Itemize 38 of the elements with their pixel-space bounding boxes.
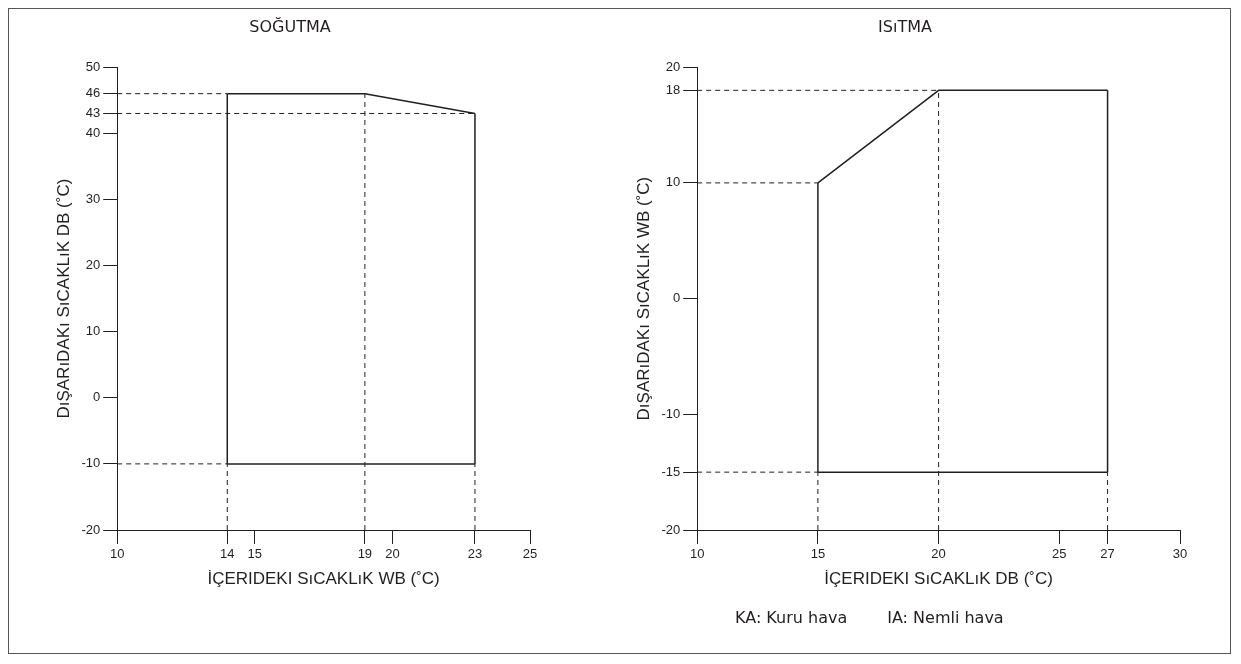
x-tick-label: 27 xyxy=(1100,546,1115,562)
y-tick-label: 20 xyxy=(85,257,101,273)
x-tick-label: 30 xyxy=(1172,546,1188,562)
x-tick-label: 25 xyxy=(522,546,538,562)
y-tick-label: -10 xyxy=(81,455,101,471)
y-tick-label: 50 xyxy=(85,58,101,74)
y-tick-label: 0 xyxy=(92,389,101,405)
y-tick-label: -20 xyxy=(661,521,681,537)
y-tick-label: 20 xyxy=(665,58,681,74)
y-tick-label: 18 xyxy=(665,81,681,97)
y-tick-label: 46 xyxy=(85,85,101,101)
y-axis-title: DıŞARıDAKı SıCAKLıK DB (˚C) xyxy=(53,178,73,419)
x-tick-label: 15 xyxy=(810,546,826,562)
y-tick-label: -15 xyxy=(661,463,681,479)
x-axis-title: İÇERIDEKI SıCAKLıK WB (˚C) xyxy=(207,569,440,589)
y-tick-label: -20 xyxy=(81,521,101,537)
chart-title: SOĞUTMA xyxy=(249,16,331,36)
x-tick-label: 20 xyxy=(385,546,400,562)
x-tick-label: 10 xyxy=(689,546,705,562)
x-tick-label: 15 xyxy=(247,546,263,562)
x-tick-label: 20 xyxy=(931,546,946,562)
x-axis-title: İÇERIDEKI SıCAKLıK DB (˚C) xyxy=(824,569,1053,589)
y-axis-title: DıŞARıDAKı SıCAKLıK WB (˚C) xyxy=(633,176,653,421)
y-tick-label: 43 xyxy=(85,105,101,121)
y-tick-label: 40 xyxy=(85,124,101,140)
y-tick-label: 10 xyxy=(85,323,101,339)
x-tick-label: 23 xyxy=(467,546,483,562)
y-tick-label: 0 xyxy=(672,290,681,306)
x-tick-label: 25 xyxy=(1052,546,1067,562)
x-tick-label: 14 xyxy=(220,546,235,562)
text: KA: Kuru hava xyxy=(735,608,848,627)
chart-title: ISıTMA xyxy=(878,16,932,36)
x-tick-label: 19 xyxy=(357,546,373,562)
y-tick-label: 30 xyxy=(85,191,101,207)
y-tick-label: -10 xyxy=(661,405,681,421)
text: IA: Nemli hava xyxy=(887,608,1004,627)
y-tick-label: 10 xyxy=(665,174,681,190)
x-tick-label: 10 xyxy=(109,546,125,562)
